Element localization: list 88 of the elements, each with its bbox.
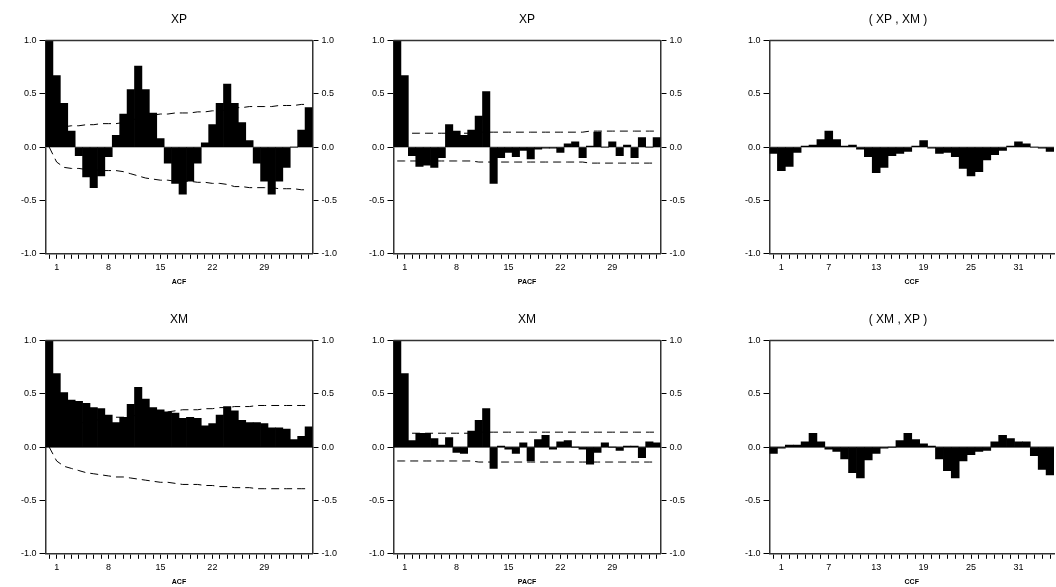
y2-tick-label: -1.0 bbox=[669, 248, 686, 259]
y-tick-label: 0.0 bbox=[371, 441, 385, 452]
y-tick-label: 0.5 bbox=[23, 88, 37, 99]
y2-tick-label: -0.5 bbox=[669, 494, 686, 505]
x-tick-label: 15 bbox=[155, 261, 166, 272]
y2-tick-label: 0.0 bbox=[669, 141, 683, 152]
y-tick-label: 0.5 bbox=[371, 88, 385, 99]
x-tick-label: 7 bbox=[826, 261, 832, 272]
chart-title: XM bbox=[170, 311, 188, 326]
x-tick-label: 1 bbox=[402, 261, 408, 272]
y2-tick-label: 1.0 bbox=[321, 34, 335, 45]
y-tick-label: -0.5 bbox=[368, 194, 385, 205]
y2-tick-label: -0.5 bbox=[321, 194, 338, 205]
y-tick-label: 0.5 bbox=[747, 88, 761, 99]
x-tick-label: 13 bbox=[871, 561, 882, 572]
chart-title: ( XM , XP ) bbox=[868, 311, 928, 326]
chart-title: ( XP , XM ) bbox=[868, 11, 928, 26]
y-tick-label: -1.0 bbox=[20, 548, 37, 559]
y-tick-label: 0.5 bbox=[747, 388, 761, 399]
y-tick-label: 1.0 bbox=[371, 34, 385, 45]
x-tick-label: 19 bbox=[918, 561, 929, 572]
y2-tick-label: 0.5 bbox=[669, 388, 683, 399]
y2-tick-label: 1.0 bbox=[321, 334, 335, 345]
y-tick-label: -1.0 bbox=[20, 248, 37, 259]
chart-title: XM bbox=[518, 311, 536, 326]
y2-tick-label: 1.0 bbox=[669, 34, 683, 45]
y-tick-label: -0.5 bbox=[20, 194, 37, 205]
x-tick-label: 29 bbox=[607, 261, 618, 272]
y-tick-label: 0.0 bbox=[747, 441, 761, 452]
y-tick-label: 1.0 bbox=[747, 334, 761, 345]
y-tick-label: -1.0 bbox=[368, 548, 385, 559]
y2-tick-label: 1.0 bbox=[669, 334, 683, 345]
x-tick-label: 22 bbox=[555, 261, 566, 272]
x-tick-label: 31 bbox=[1013, 261, 1024, 272]
y-tick-label: -0.5 bbox=[744, 194, 761, 205]
y2-tick-label: 0.0 bbox=[669, 441, 683, 452]
x-tick-label: 25 bbox=[966, 261, 977, 272]
y-tick-label: 0.5 bbox=[371, 388, 385, 399]
x-tick-label: 1 bbox=[402, 561, 408, 572]
y-tick-label: -0.5 bbox=[368, 494, 385, 505]
x-tick-label: 22 bbox=[555, 561, 566, 572]
y2-tick-label: -0.5 bbox=[321, 494, 338, 505]
x-tick-label: 13 bbox=[871, 261, 882, 272]
y2-tick-label: -1.0 bbox=[321, 548, 338, 559]
x-tick-label: 29 bbox=[607, 561, 618, 572]
y2-tick-label: 0.5 bbox=[321, 88, 335, 99]
y2-tick-label: -1.0 bbox=[669, 548, 686, 559]
y-tick-label: 0.0 bbox=[23, 441, 37, 452]
y-tick-label: 1.0 bbox=[23, 334, 37, 345]
x-tick-label: 7 bbox=[826, 561, 832, 572]
y2-tick-label: 0.5 bbox=[669, 88, 683, 99]
x-tick-label: 8 bbox=[106, 261, 112, 272]
x-tick-label: 15 bbox=[503, 561, 514, 572]
y-tick-label: -0.5 bbox=[744, 494, 761, 505]
y-tick-label: 0.5 bbox=[23, 388, 37, 399]
x-tick-label: 15 bbox=[503, 261, 514, 272]
y-tick-label: 1.0 bbox=[747, 34, 761, 45]
y-tick-label: 0.0 bbox=[23, 141, 37, 152]
y-tick-label: -1.0 bbox=[744, 548, 761, 559]
y2-tick-label: -0.5 bbox=[669, 194, 686, 205]
x-tick-label: 1 bbox=[778, 561, 784, 572]
y-tick-label: 1.0 bbox=[371, 334, 385, 345]
x-tick-label: 1 bbox=[54, 561, 60, 572]
x-tick-label: 31 bbox=[1013, 561, 1024, 572]
y-tick-label: -1.0 bbox=[368, 248, 385, 259]
y-tick-label: 1.0 bbox=[23, 34, 37, 45]
y2-tick-label: 0.0 bbox=[321, 441, 335, 452]
x-tick-label: 8 bbox=[454, 561, 460, 572]
y-tick-label: 0.0 bbox=[747, 141, 761, 152]
x-tick-label: 1 bbox=[778, 261, 784, 272]
x-tick-label: 15 bbox=[155, 561, 166, 572]
chart-title: XP bbox=[170, 11, 188, 26]
x-tick-label: 8 bbox=[106, 561, 112, 572]
y2-tick-label: 0.5 bbox=[321, 388, 335, 399]
x-tick-label: 22 bbox=[207, 561, 218, 572]
x-tick-label: 25 bbox=[966, 561, 977, 572]
y2-tick-label: -1.0 bbox=[321, 248, 338, 259]
x-tick-label: 22 bbox=[207, 261, 218, 272]
x-tick-label: 8 bbox=[454, 261, 460, 272]
y2-tick-label: 0.0 bbox=[321, 141, 335, 152]
y-tick-label: 0.0 bbox=[371, 141, 385, 152]
x-tick-label: 29 bbox=[259, 561, 270, 572]
x-tick-label: 19 bbox=[918, 261, 929, 272]
x-tick-label: 1 bbox=[54, 261, 60, 272]
x-tick-label: 29 bbox=[259, 261, 270, 272]
y-tick-label: -1.0 bbox=[744, 248, 761, 259]
chart-title: XP bbox=[518, 11, 536, 26]
y-tick-label: -0.5 bbox=[20, 494, 37, 505]
